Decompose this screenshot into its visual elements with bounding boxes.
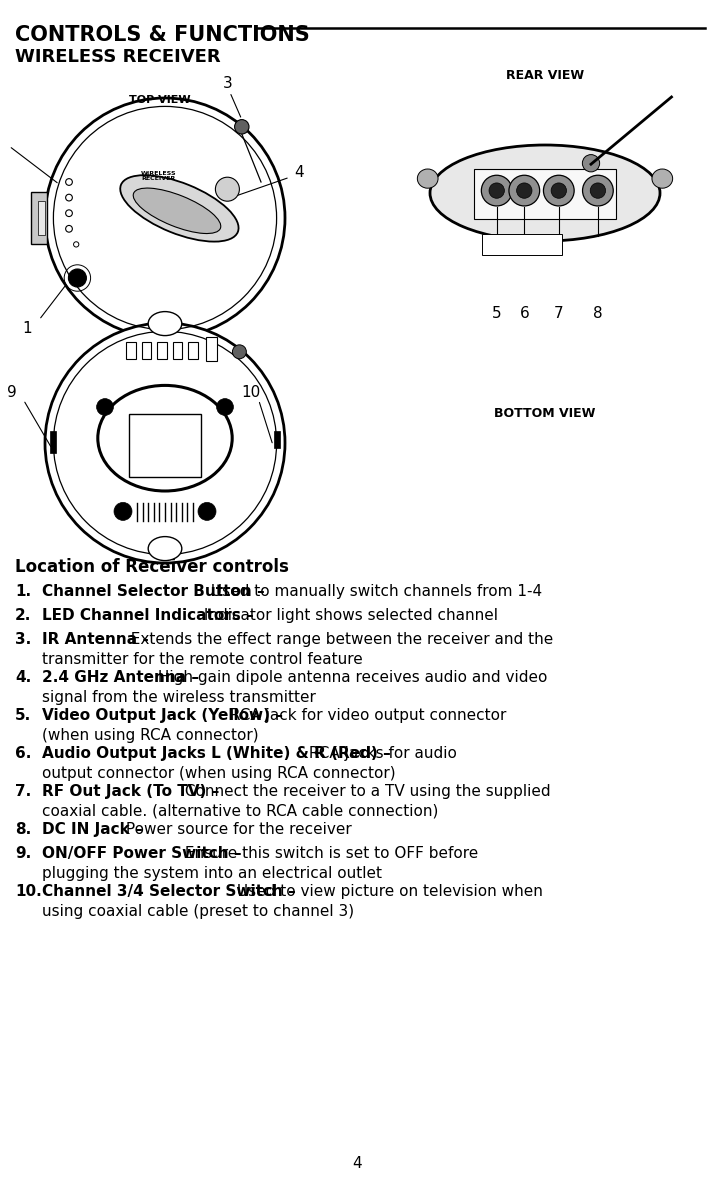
Text: 8: 8 (593, 305, 603, 321)
Circle shape (97, 399, 114, 415)
Text: signal from the wireless transmitter: signal from the wireless transmitter (42, 690, 316, 705)
Text: RCA jack for video output connector: RCA jack for video output connector (225, 707, 507, 723)
Text: 7.: 7. (15, 784, 31, 799)
Text: 3.: 3. (15, 632, 31, 647)
Text: 5: 5 (492, 305, 501, 321)
Text: Used to manually switch channels from 1-4: Used to manually switch channels from 1-… (206, 584, 542, 599)
Text: BOTTOM VIEW: BOTTOM VIEW (494, 407, 596, 420)
Ellipse shape (148, 311, 182, 336)
Circle shape (481, 175, 512, 206)
Bar (274, 431, 280, 448)
Ellipse shape (148, 537, 182, 561)
Text: transmitter for the remote control feature: transmitter for the remote control featu… (42, 652, 363, 667)
Bar (157, 342, 167, 358)
Circle shape (217, 399, 233, 415)
Circle shape (198, 503, 216, 521)
Bar (474, 169, 616, 219)
Bar (50, 431, 56, 453)
Circle shape (543, 175, 574, 206)
Text: 6.: 6. (15, 746, 31, 761)
Text: 5.: 5. (15, 707, 31, 723)
Text: coaxial cable. (alternative to RCA cable connection): coaxial cable. (alternative to RCA cable… (42, 804, 438, 819)
Circle shape (590, 183, 606, 199)
Text: Used to view picture on television when: Used to view picture on television when (232, 884, 543, 899)
Text: 3: 3 (222, 76, 232, 91)
Ellipse shape (430, 146, 660, 241)
Text: Location of Receiver controls: Location of Receiver controls (15, 558, 289, 576)
Circle shape (517, 183, 532, 199)
Text: output connector (when using RCA connector): output connector (when using RCA connect… (42, 767, 395, 781)
Text: High gain dipole antenna receives audio and video: High gain dipole antenna receives audio … (153, 670, 548, 685)
Ellipse shape (418, 169, 438, 188)
Circle shape (215, 177, 240, 201)
Text: Power source for the receiver: Power source for the receiver (121, 822, 351, 838)
Bar (38, 201, 45, 234)
Text: TOP VIEW: TOP VIEW (129, 95, 191, 105)
Text: DC IN Jack –: DC IN Jack – (42, 822, 143, 838)
Bar (142, 342, 151, 358)
Text: 6: 6 (519, 305, 529, 321)
Text: 1.: 1. (15, 584, 31, 599)
Ellipse shape (120, 175, 239, 241)
Text: using coaxial cable (preset to channel 3): using coaxial cable (preset to channel 3… (42, 904, 354, 919)
Text: 4: 4 (352, 1156, 362, 1170)
Text: LED Channel Indicators –: LED Channel Indicators – (42, 608, 254, 623)
Text: WIRELESS
RECEIVER: WIRELESS RECEIVER (141, 170, 177, 181)
Text: RCA jacks for audio: RCA jacks for audio (304, 746, 457, 761)
Circle shape (551, 183, 566, 199)
Bar (31, 192, 47, 245)
Bar (126, 342, 136, 358)
Circle shape (69, 269, 87, 287)
Text: 1: 1 (22, 321, 31, 336)
Text: ON/OFF Power Switch –: ON/OFF Power Switch – (42, 846, 242, 861)
Circle shape (45, 323, 285, 563)
Text: 10.: 10. (15, 884, 41, 899)
Text: Audio Output Jacks L (White) & R (Red) –: Audio Output Jacks L (White) & R (Red) – (42, 746, 391, 761)
Bar (129, 414, 201, 477)
Bar (173, 342, 182, 358)
Text: 4.: 4. (15, 670, 31, 685)
Bar (206, 337, 217, 361)
Circle shape (489, 183, 504, 199)
Circle shape (583, 175, 613, 206)
Text: Channel 3/4 Selector Switch –: Channel 3/4 Selector Switch – (42, 884, 296, 899)
Bar (188, 342, 198, 358)
Text: Ensure this switch is set to OFF before: Ensure this switch is set to OFF before (179, 846, 478, 861)
Text: 4: 4 (295, 164, 304, 180)
Text: 10: 10 (242, 386, 261, 400)
Text: REAR VIEW: REAR VIEW (506, 69, 584, 82)
Text: 9.: 9. (15, 846, 31, 861)
Circle shape (45, 98, 285, 338)
Circle shape (582, 155, 600, 172)
Text: 2.: 2. (15, 608, 31, 623)
Text: Extends the effect range between the receiver and the: Extends the effect range between the rec… (121, 632, 553, 647)
Text: IR Antenna -: IR Antenna - (42, 632, 149, 647)
Text: (when using RCA connector): (when using RCA connector) (42, 728, 259, 743)
Ellipse shape (652, 169, 673, 188)
Bar (482, 234, 562, 256)
Circle shape (235, 119, 249, 134)
Ellipse shape (133, 188, 221, 233)
Text: CONTROLS & FUNCTIONS: CONTROLS & FUNCTIONS (15, 25, 310, 45)
Text: plugging the system into an electrical outlet: plugging the system into an electrical o… (42, 866, 382, 881)
Text: 8.: 8. (15, 822, 31, 838)
Text: 7: 7 (554, 305, 563, 321)
Circle shape (509, 175, 540, 206)
Text: Connect the receiver to a TV using the supplied: Connect the receiver to a TV using the s… (179, 784, 550, 799)
Text: Indicator light shows selected channel: Indicator light shows selected channel (199, 608, 498, 623)
Circle shape (232, 344, 247, 358)
Text: 9: 9 (6, 386, 16, 400)
Text: 2.4 GHz Antenna –: 2.4 GHz Antenna – (42, 670, 199, 685)
Text: Video Output Jack (Yellow) –: Video Output Jack (Yellow) – (42, 707, 283, 723)
Text: Channel Selector Button –: Channel Selector Button – (42, 584, 265, 599)
Text: WIRELESS RECEIVER: WIRELESS RECEIVER (15, 49, 221, 66)
Text: RF Out Jack (To TV) –: RF Out Jack (To TV) – (42, 784, 220, 799)
Circle shape (114, 503, 132, 521)
